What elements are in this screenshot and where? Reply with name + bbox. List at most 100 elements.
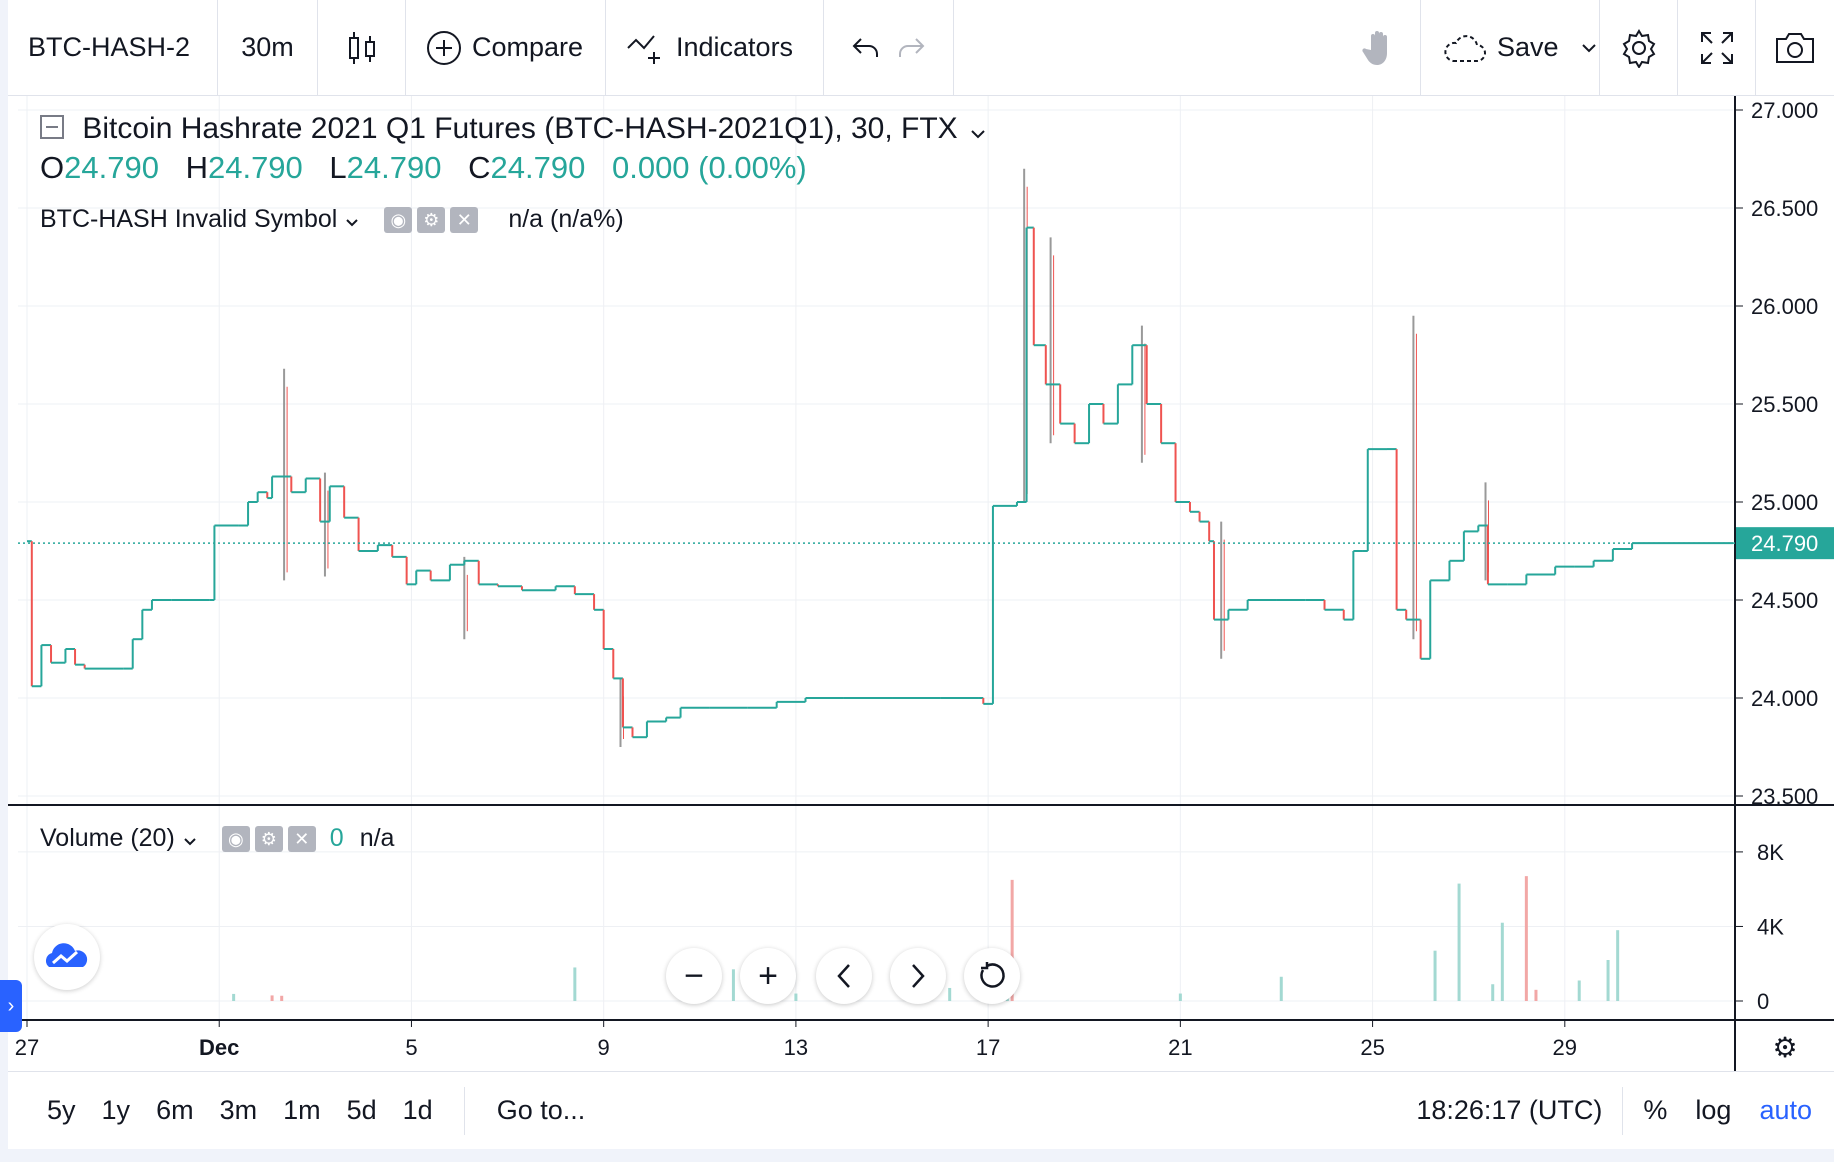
clock-label[interactable]: 18:26:17 (UTC): [1416, 1095, 1603, 1125]
volume-bar: [1616, 930, 1620, 1001]
collapse-legend-icon[interactable]: [40, 113, 64, 147]
chart-style-button[interactable]: [318, 0, 406, 95]
divider: [1622, 1086, 1624, 1135]
series-title[interactable]: Bitcoin Hashrate 2021 Q1 Futures (BTC-HA…: [82, 112, 958, 145]
auto-toggle[interactable]: auto: [1759, 1095, 1812, 1125]
eye-icon[interactable]: ◉: [221, 825, 250, 852]
time-axis[interactable]: 27 Dec 5 9 13 17 21 25 29 ⚙: [15, 1020, 1798, 1064]
save-label: Save: [1497, 32, 1559, 62]
gear-icon[interactable]: ⚙: [254, 825, 283, 852]
range-5d[interactable]: 5d: [346, 1095, 377, 1125]
volume-bar: [232, 993, 236, 1001]
interval-button[interactable]: 30m: [218, 0, 318, 95]
indicators-icon: [626, 30, 666, 66]
volume-bar: [731, 969, 735, 1001]
save-button[interactable]: Save: [1420, 0, 1600, 95]
log-toggle[interactable]: log: [1695, 1095, 1732, 1125]
low-key: L: [329, 150, 347, 185]
undo-icon[interactable]: [851, 35, 881, 61]
settings-button[interactable]: [1600, 0, 1678, 95]
chart-widget: BTC-HASH-2 30m Compare Indicators: [8, 0, 1834, 1149]
side-panel-toggle[interactable]: ›: [0, 980, 22, 1032]
range-1y[interactable]: 1y: [101, 1095, 131, 1125]
volume-label[interactable]: Volume (20): [40, 824, 175, 852]
snapshot-button[interactable]: [1756, 0, 1834, 95]
price-wicks: [283, 168, 1490, 747]
volume-tick-label: 0: [1757, 989, 1769, 1014]
price-tick-label: 26.000: [1751, 294, 1818, 319]
interval-label: 30m: [241, 32, 294, 62]
volume-bar: [573, 967, 577, 1001]
zoom-in-button[interactable]: +: [740, 948, 796, 1004]
hand-tool-button[interactable]: [1340, 0, 1420, 95]
close-key: C: [468, 150, 491, 185]
candles-icon: [347, 30, 377, 66]
range-3m[interactable]: 3m: [219, 1095, 258, 1125]
compare-label: Compare: [472, 32, 584, 62]
chevron-down-icon[interactable]: [970, 113, 986, 147]
chevron-right-icon: ›: [7, 995, 15, 1017]
percent-toggle[interactable]: %: [1643, 1095, 1668, 1125]
tradingview-logo[interactable]: [34, 924, 100, 990]
gear-icon[interactable]: ⚙: [1772, 1031, 1797, 1064]
price-axis[interactable]: 27.000 26.500 26.000 25.500 25.000 24.500 24.0…: [1735, 98, 1818, 809]
gear-icon[interactable]: ⚙: [417, 206, 446, 233]
volume-bar: [1433, 950, 1437, 1001]
compare-button[interactable]: Compare: [406, 0, 606, 95]
volume-bar: [1010, 879, 1014, 1001]
scroll-right-button[interactable]: [890, 948, 946, 1004]
ohlc-values: O24.790 H24.790 L24.790 C24.790 0.000 (0…: [40, 150, 825, 186]
close-value: 24.790: [490, 150, 586, 185]
symbol-search-button[interactable]: BTC-HASH-2: [8, 0, 218, 95]
fullscreen-button[interactable]: [1678, 0, 1756, 95]
zoom-out-button[interactable]: −: [666, 948, 722, 1004]
time-tick-label: 9: [598, 1035, 610, 1060]
volume-bar: [948, 987, 952, 1001]
volume-legend: Volume (20) ◉ ⚙ ✕ 0 n/a: [40, 824, 394, 853]
chevron-down-icon[interactable]: [345, 205, 359, 234]
time-tick-label: 13: [784, 1035, 808, 1060]
eye-icon[interactable]: ◉: [384, 206, 413, 233]
indicators-label: Indicators: [676, 32, 794, 62]
chevron-down-icon[interactable]: [183, 824, 197, 853]
main-legend: Bitcoin Hashrate 2021 Q1 Futures (BTC-HA…: [40, 112, 986, 147]
price-tick-label: 24.000: [1751, 686, 1818, 711]
time-tick-label: 21: [1168, 1035, 1192, 1060]
range-1d[interactable]: 1d: [402, 1095, 433, 1125]
price-tick-label: 25.500: [1751, 392, 1818, 417]
top-toolbar: BTC-HASH-2 30m Compare Indicators: [8, 0, 1834, 96]
indicators-button[interactable]: Indicators: [606, 0, 824, 95]
time-tick-label: Dec: [199, 1035, 239, 1060]
volume-axis[interactable]: 8K 4K 0: [1735, 840, 1784, 1014]
chevron-down-icon: [1581, 43, 1597, 53]
volume-tick-label: 8K: [1757, 840, 1784, 865]
range-5y[interactable]: 5y: [47, 1095, 76, 1125]
volume-bar: [794, 993, 798, 1001]
last-price-badge: [1736, 527, 1834, 560]
volume-value: 0: [329, 824, 344, 852]
range-6m[interactable]: 6m: [156, 1095, 194, 1125]
chart-canvas[interactable]: 27.000 26.500 26.000 25.500 25.000 24.500 24.0…: [8, 96, 1834, 1071]
range-1m[interactable]: 1m: [283, 1095, 321, 1125]
close-icon[interactable]: ✕: [450, 206, 479, 233]
scroll-left-button[interactable]: [816, 948, 872, 1004]
reset-chart-button[interactable]: [964, 948, 1020, 1004]
undo-redo-group: [824, 0, 954, 95]
price-tick-label: 26.500: [1751, 196, 1818, 221]
redo-icon[interactable]: [896, 35, 926, 61]
goto-button[interactable]: Go to...: [496, 1095, 586, 1125]
last-price-label: 24.790: [1751, 531, 1818, 556]
logo-icon: [45, 943, 88, 967]
volume-bar: [1534, 989, 1538, 1001]
reset-icon: [980, 962, 1005, 988]
price-tick-label: 23.500: [1751, 784, 1818, 809]
price-series: [27, 226, 1733, 739]
gear-icon: [1619, 28, 1659, 68]
compare-symbol-label[interactable]: BTC-HASH Invalid Symbol: [40, 205, 338, 233]
time-tick-label: 27: [15, 1035, 39, 1060]
plus-icon: +: [758, 956, 778, 995]
camera-icon: [1774, 31, 1816, 65]
close-icon[interactable]: ✕: [287, 825, 316, 852]
axes: [8, 96, 1834, 1071]
low-value: 24.790: [346, 150, 442, 185]
